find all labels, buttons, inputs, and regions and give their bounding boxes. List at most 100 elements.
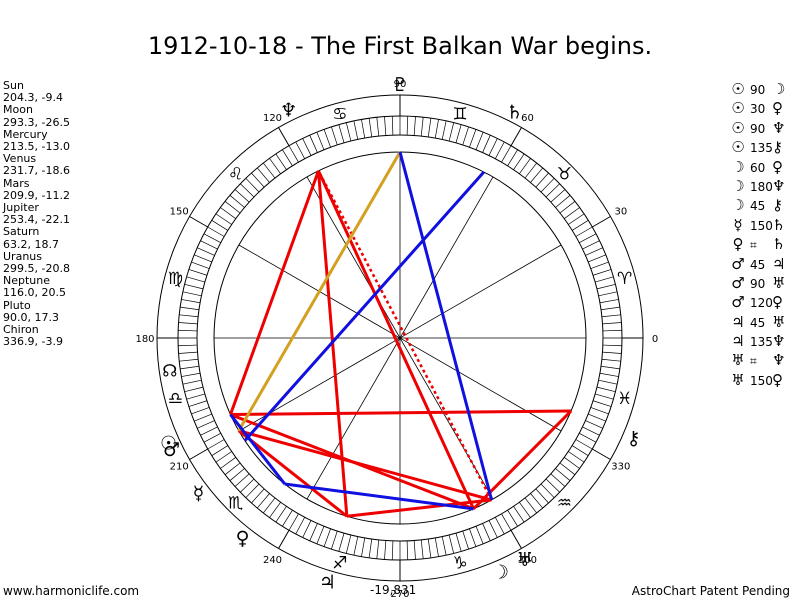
aspect-row: ☽ 60 ♀ [726, 158, 800, 177]
degree-tick [197, 420, 215, 429]
aspect-row: ♂ 45 ♃ [726, 255, 800, 274]
degree-tick [599, 299, 619, 304]
degree-tick [427, 538, 432, 558]
aspect-line [317, 170, 475, 510]
aspect-angle: 45 [750, 257, 766, 272]
planet-name: Chiron [3, 323, 39, 337]
degree-tick [462, 126, 469, 146]
aspect-planet-a: ♅ [731, 351, 745, 370]
planet-glyph-icon: ♆ [280, 100, 297, 122]
sign-glyph-icon: ♌ [228, 165, 243, 185]
degree-tick [184, 386, 204, 393]
aspect-row: ♃ 135♆ [726, 332, 800, 351]
degree-tick [540, 483, 555, 498]
degree-tick [181, 299, 201, 304]
degree-tick [588, 413, 606, 422]
planet-coords: 253.4, -22.1 [3, 213, 70, 227]
degree-tick [186, 276, 205, 283]
degree-tick [579, 233, 597, 244]
degree-tick [582, 240, 600, 250]
degree-tick [507, 509, 518, 527]
degree-tick [282, 149, 293, 167]
aspect-row: ☽ 180♆ [726, 177, 800, 196]
aspect-row: ☽ 45 ⚷ [726, 196, 800, 215]
degree-tick [181, 372, 201, 377]
degree-tick [345, 534, 352, 554]
planet-coords: 293.3, -26.5 [3, 115, 70, 129]
aspect-planet-b: ♄ [772, 215, 786, 234]
aspect-planet-b: ♅ [772, 312, 786, 331]
degree-tick [448, 534, 455, 554]
sign-boundary-tick [510, 127, 522, 146]
degree-tick [592, 400, 612, 407]
sign-glyph-icon: ♎ [168, 389, 183, 409]
sign-glyph-icon: ♋ [332, 104, 347, 124]
aspect-row: ♅ 150♀ [726, 371, 800, 390]
sign-boundary-tick [278, 530, 290, 549]
degree-tick [251, 172, 265, 188]
degree-tick [559, 462, 576, 475]
planet-coords: 90.0, 17.3 [3, 310, 59, 324]
degree-tick [200, 426, 218, 436]
degree-tick [224, 201, 241, 214]
aspect-line [398, 151, 494, 501]
degree-tick [240, 478, 255, 493]
degree-tick [207, 226, 225, 237]
sign-glyph-icon: ♉ [557, 165, 572, 185]
aspect-planet-a: ☉ [731, 138, 745, 157]
degree-tick [215, 213, 232, 225]
aspect-angle: 120 [750, 296, 773, 311]
degree-tick [475, 132, 484, 150]
planet-name: Saturn [3, 225, 40, 239]
degree-tick [535, 488, 549, 504]
degree-tick [519, 502, 531, 518]
sign-boundary-tick [189, 448, 208, 460]
aspect-planet-b: ♄ [772, 235, 786, 254]
degree-tick [179, 314, 199, 318]
degree-tick [361, 537, 366, 557]
aspect-planet-b: ⚷ [772, 138, 783, 157]
degree-tick [184, 283, 204, 290]
degree-tick [406, 540, 409, 560]
planet-coords: 336.9, -3.9 [3, 335, 63, 349]
degree-tick [559, 201, 576, 214]
aspect-planet-a: ☉ [731, 118, 745, 137]
aspect-planet-b: ♀ [772, 293, 783, 312]
planet-glyph-icon: ☽ [492, 561, 509, 583]
degree-tick [178, 344, 198, 347]
aspect-planet-a: ♅ [731, 370, 745, 389]
planet-coords: 116.0, 20.5 [3, 286, 66, 300]
degree-tick [316, 526, 325, 544]
degree-tick [229, 195, 245, 208]
degree-tick [194, 413, 212, 422]
degree-tick [288, 145, 299, 163]
degree-tick [413, 116, 416, 136]
degree-tick [309, 135, 318, 153]
degree-tick [288, 513, 299, 531]
degree-tick [257, 493, 270, 509]
degree-tick [501, 513, 512, 531]
degree-tick [368, 538, 373, 558]
aspect-planet-a: ☽ [731, 157, 745, 176]
planet-glyph-icon: ☿ [193, 483, 205, 505]
degree-tick [530, 167, 543, 183]
aspect-angle: 135 [750, 335, 773, 350]
website-link[interactable]: www.harmoniclife.com [3, 584, 140, 598]
sign-boundary-tick [592, 448, 611, 460]
degree-tick [448, 122, 455, 142]
sign-glyph-icon: ♏ [228, 493, 243, 513]
degree-label: 180 [135, 334, 154, 345]
degree-tick [599, 372, 619, 377]
aspect-row: ☉ 30 ♀ [726, 99, 800, 118]
degree-tick [469, 528, 477, 547]
planet-name: Pluto [3, 298, 31, 312]
degree-tick [229, 468, 245, 481]
degree-tick [413, 540, 416, 560]
degree-tick [391, 540, 394, 560]
aspect-angle: 60 [750, 160, 766, 175]
degree-tick [215, 451, 232, 463]
planet-name: Venus [3, 152, 37, 166]
degree-tick [601, 314, 621, 318]
degree-tick [338, 124, 345, 143]
aspect-line [317, 170, 493, 501]
